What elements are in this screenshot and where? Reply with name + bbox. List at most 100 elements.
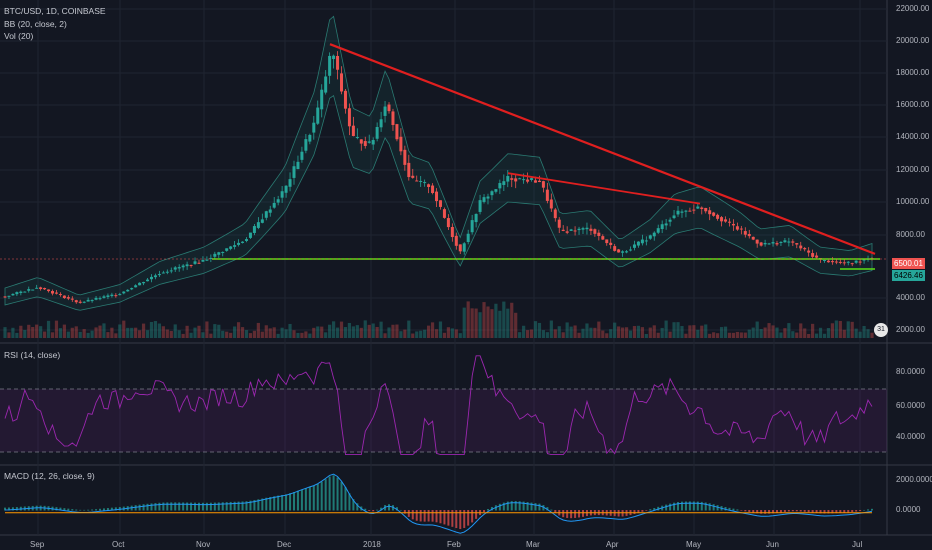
macd-histogram-bar	[439, 510, 442, 524]
macd-histogram-bar	[289, 493, 292, 511]
candle-body	[237, 242, 241, 245]
candle-body	[375, 127, 379, 139]
volume-bar	[114, 333, 118, 338]
volume-bar	[122, 320, 126, 338]
volume-bar	[367, 324, 371, 338]
volume-bar	[161, 326, 165, 338]
candle-body	[700, 207, 704, 210]
macd-histogram-bar	[225, 502, 228, 511]
volume-bar	[502, 301, 506, 338]
volume-bar	[260, 331, 264, 338]
price-tick-label: 22000.00	[896, 4, 930, 13]
candle-body	[565, 231, 569, 233]
volume-bar	[660, 327, 664, 338]
macd-histogram-bar	[692, 501, 695, 511]
macd-histogram-bar	[87, 509, 90, 511]
volume-bar	[42, 331, 47, 338]
candle-body	[31, 289, 35, 291]
macd-tick-label: 2000.0000	[896, 475, 932, 484]
candle-body	[522, 179, 526, 181]
candle-body	[684, 210, 688, 212]
candle-body	[617, 249, 621, 253]
volume-bar	[106, 332, 110, 338]
volume-bar	[23, 330, 27, 338]
events-badge-icon[interactable]: 31	[874, 323, 888, 337]
macd-histogram-bar	[344, 487, 347, 511]
volume-bar	[427, 325, 431, 338]
candle-body	[189, 265, 193, 267]
volume-bar	[15, 332, 19, 338]
candle-body	[613, 246, 617, 251]
volume-bar	[510, 302, 514, 338]
candle-body	[371, 140, 375, 145]
candle-body	[347, 108, 351, 127]
macd-histogram-bar	[728, 507, 731, 511]
macd-histogram-bar	[205, 502, 208, 511]
volume-bar	[423, 329, 427, 338]
candle-body	[787, 241, 791, 243]
volume-bar	[719, 327, 724, 338]
candle-body	[19, 291, 23, 294]
volume-bar	[98, 325, 102, 338]
candle-body	[312, 122, 316, 133]
candle-body	[755, 239, 759, 244]
macd-histogram-bar	[847, 510, 850, 513]
candle-body	[838, 261, 842, 263]
macd-histogram-bar	[700, 501, 703, 511]
candle-body	[94, 297, 98, 300]
candle-body	[652, 232, 656, 237]
volume-bar	[3, 327, 7, 338]
volume-bar	[169, 330, 173, 338]
macd-histogram-bar	[158, 502, 161, 511]
candle-body	[118, 294, 122, 296]
candle-body	[862, 259, 866, 261]
volume-bar	[193, 327, 197, 338]
macd-histogram-bar	[447, 510, 450, 526]
volume-bar	[514, 312, 518, 338]
volume-bar	[395, 324, 399, 338]
rsi-line	[4, 355, 873, 456]
macd-histogram-bar	[320, 481, 323, 511]
candle-body	[415, 180, 419, 182]
volume-bar	[446, 327, 450, 338]
candle-body	[597, 232, 601, 236]
candle-body	[146, 279, 150, 282]
rsi-tick-label: 40.0000	[896, 432, 925, 441]
candle-body	[763, 242, 767, 245]
volume-bar	[640, 327, 644, 338]
volume-bar	[383, 333, 387, 338]
candle-body	[134, 285, 138, 288]
candle-body	[834, 261, 838, 263]
candle-body	[27, 289, 31, 291]
time-tick-label: 2018	[363, 540, 381, 549]
macd-histogram-bar	[388, 504, 391, 511]
volume-bar	[854, 328, 858, 338]
candle-body	[54, 292, 58, 294]
macd-histogram-bar	[316, 483, 319, 511]
candle-body	[585, 227, 589, 230]
volume-bar	[811, 323, 815, 338]
macd-histogram-bar	[562, 510, 565, 518]
macd-histogram-bar	[281, 494, 284, 511]
candle-body	[209, 257, 213, 259]
macd-histogram-bar	[859, 510, 862, 512]
macd-histogram-bar	[118, 507, 121, 511]
candle-body	[573, 230, 577, 232]
macd-histogram-bar	[483, 510, 486, 513]
volume-bar	[355, 325, 359, 338]
volume-bar	[842, 329, 846, 338]
candle-body	[688, 210, 692, 212]
macd-histogram-bar	[799, 510, 802, 512]
candle-body	[815, 255, 819, 258]
price-tag-lower: 6426.46	[892, 270, 925, 281]
candle-body	[759, 242, 763, 246]
candle-body	[264, 211, 268, 218]
macd-histogram-bar	[807, 510, 810, 513]
candle-body	[39, 287, 43, 290]
macd-histogram-bar	[407, 510, 410, 517]
candle-body	[66, 297, 70, 299]
candle-body	[276, 199, 280, 203]
volume-bar	[751, 327, 755, 338]
macd-histogram-bar	[75, 509, 78, 511]
